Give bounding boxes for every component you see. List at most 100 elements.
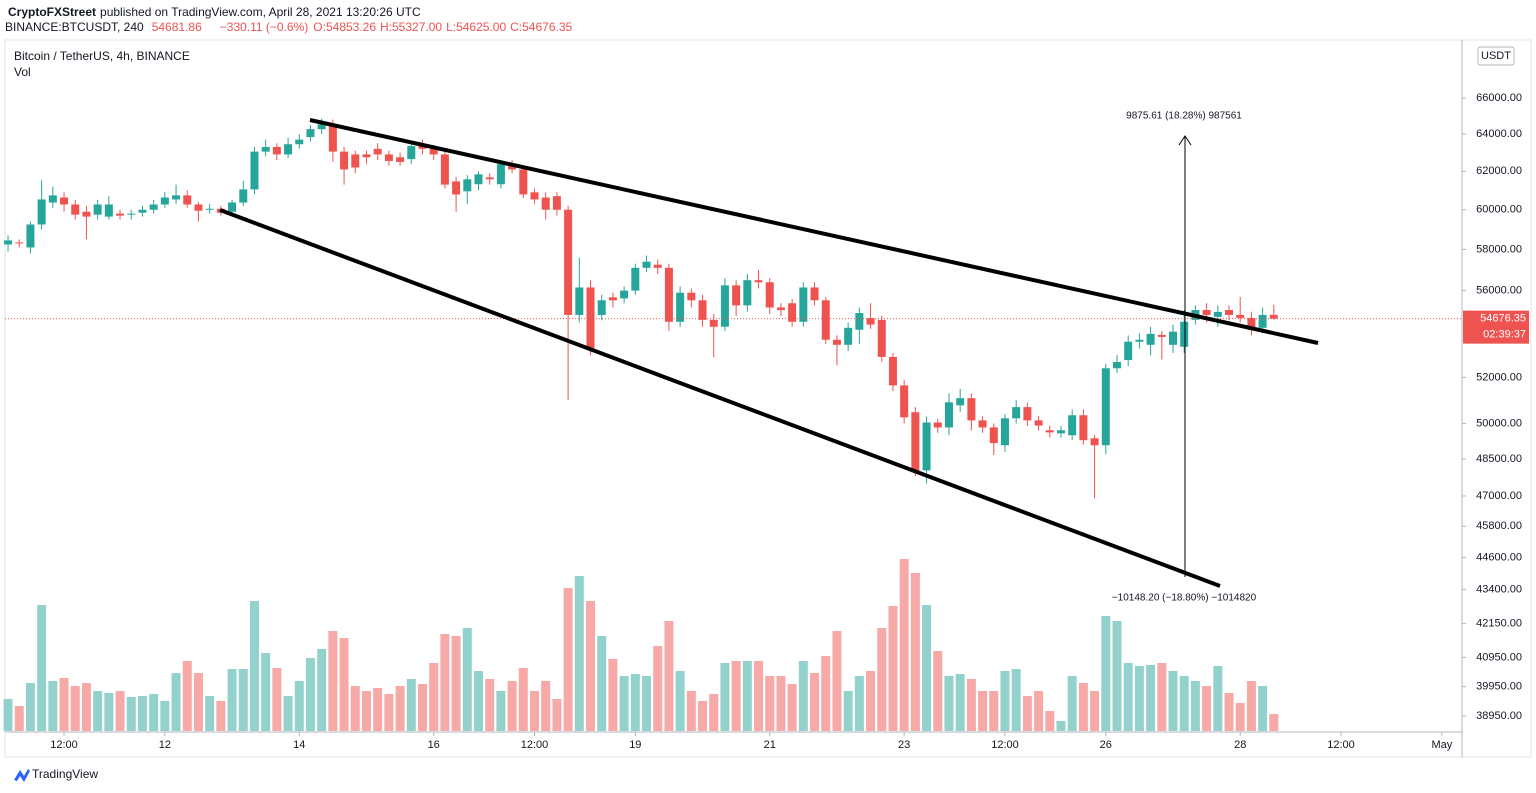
x-tick-label: 12 — [159, 739, 171, 751]
candle-body — [351, 154, 360, 168]
candle-body — [328, 124, 337, 152]
volume-bar — [597, 636, 607, 731]
candle-body — [687, 292, 696, 301]
volume-bar — [507, 681, 517, 731]
candle-body — [911, 412, 920, 473]
candle-body — [116, 213, 125, 216]
volume-bar — [518, 668, 528, 731]
y-tick-label: 58000.00 — [1476, 243, 1522, 255]
x-tick-label: 26 — [1100, 739, 1112, 751]
y-tick-label: 52000.00 — [1476, 371, 1522, 383]
volume-bar — [630, 674, 640, 731]
candle-body — [239, 189, 248, 203]
candle-body — [754, 280, 763, 283]
candle-body — [149, 204, 158, 210]
volume-bar — [37, 605, 47, 731]
volume-bar — [384, 694, 394, 731]
volume-bar — [888, 606, 898, 731]
volume-label: Vol — [14, 65, 31, 79]
volume-bar — [832, 631, 842, 731]
close: C:54676.35 — [510, 20, 572, 34]
x-tick-label: 12:00 — [991, 739, 1019, 751]
volume-bar — [922, 605, 932, 731]
candle-body — [642, 261, 651, 268]
candle-body — [743, 280, 752, 306]
volume-bar — [1202, 686, 1212, 731]
candle-body — [776, 307, 785, 311]
volume-bar — [720, 663, 730, 731]
candle-body — [720, 285, 729, 327]
volume-bar — [552, 699, 562, 731]
volume-bar — [339, 638, 349, 731]
candle-body — [1202, 310, 1211, 315]
volume-bar — [899, 559, 909, 731]
volume-bar — [126, 697, 136, 731]
x-tick-label: 19 — [629, 739, 641, 751]
volume-bar — [227, 669, 237, 731]
candle-body — [429, 148, 438, 155]
candle-body — [26, 224, 35, 248]
plot-area — [3, 118, 1462, 731]
candle-body — [284, 144, 293, 155]
candle-body — [317, 124, 326, 130]
volume-bar — [530, 691, 540, 731]
volume-bar — [619, 676, 629, 731]
volume-bar — [115, 691, 125, 731]
volume-bar — [305, 658, 315, 731]
candle-body — [418, 146, 427, 149]
high: H:55327.00 — [380, 20, 442, 34]
volume-bar — [709, 694, 719, 731]
candle-body — [1056, 430, 1065, 434]
volume-bar — [810, 673, 820, 731]
volume-bar — [317, 649, 327, 731]
x-tick-label: 14 — [293, 739, 305, 751]
candle-body — [194, 204, 203, 211]
currency-badge[interactable] — [1477, 46, 1515, 66]
candle-body — [1045, 430, 1054, 433]
candle-body — [71, 204, 80, 215]
volume-bar — [328, 631, 338, 731]
candle-body — [1101, 368, 1110, 446]
brand-logo — [14, 769, 30, 782]
volume-bar — [910, 573, 920, 731]
volume-bar — [149, 694, 159, 731]
candle-body — [541, 197, 550, 210]
candle-body — [676, 292, 685, 322]
volume-bar — [933, 651, 943, 731]
y-tick-label: 60000.00 — [1476, 204, 1522, 216]
y-tick-label: 56000.00 — [1476, 285, 1522, 297]
candle-body — [60, 197, 69, 205]
volume-bar — [866, 671, 876, 731]
publisher-line: CryptoFXStreet published on TradingView.c… — [8, 5, 421, 19]
volume-bar — [821, 656, 831, 731]
candle-body — [799, 287, 808, 322]
volume-bar — [1112, 621, 1122, 731]
candle-body — [172, 195, 181, 200]
candle-body — [440, 154, 449, 185]
volume-bar — [205, 696, 215, 731]
volume-bar — [843, 691, 853, 731]
volume-bar — [563, 588, 573, 731]
candle-body — [93, 204, 102, 215]
candle-body — [1236, 314, 1245, 318]
candle-body — [1269, 314, 1278, 319]
volume-bar — [686, 691, 696, 731]
volume-bar — [1034, 691, 1044, 731]
volume-bar — [1179, 676, 1189, 731]
candle-body — [732, 285, 741, 306]
candle-body — [1168, 331, 1177, 345]
volume-bar — [137, 696, 147, 731]
volume-bar — [653, 646, 663, 731]
volume-bar — [1269, 714, 1279, 731]
candle-body — [127, 213, 136, 215]
volume-bar — [675, 671, 685, 731]
x-tick-label: May — [1431, 739, 1452, 751]
volume-bar — [664, 621, 674, 731]
currency: USDT — [1481, 50, 1511, 62]
volume-bar — [160, 701, 170, 731]
candle-body — [967, 398, 976, 421]
volume-bar — [586, 601, 596, 731]
candle-body — [698, 300, 707, 320]
volume-bar — [989, 691, 999, 731]
